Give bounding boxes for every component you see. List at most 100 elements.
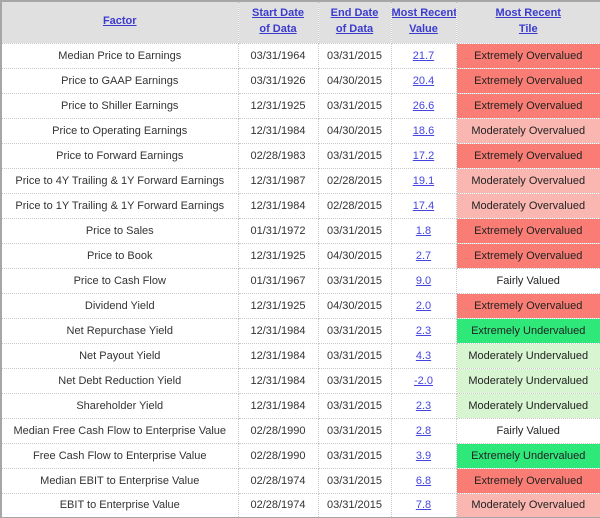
most-recent-value-cell: 19.1: [390, 167, 457, 194]
table-row: Price to Forward Earnings 02/28/1983 03/…: [0, 142, 600, 169]
table-header: Factor Start Date of Data End Date of Da…: [0, 0, 600, 44]
end-date-cell: 03/31/2015: [317, 467, 392, 494]
most-recent-tile-cell: Extremely Overvalued: [455, 42, 600, 69]
value-link[interactable]: 17.4: [412, 199, 435, 212]
most-recent-value-cell: 20.4: [390, 67, 457, 94]
most-recent-tile-cell: Moderately Undervalued: [455, 342, 600, 369]
start-date-cell: 02/28/1974: [237, 492, 319, 518]
end-date-cell: 03/31/2015: [317, 142, 392, 169]
end-date-cell: 02/28/2015: [317, 167, 392, 194]
value-link[interactable]: 9.0: [415, 274, 432, 287]
end-date-cell: 03/31/2015: [317, 342, 392, 369]
factor-cell: Median EBIT to Enterprise Value: [0, 467, 239, 494]
start-date-cell: 03/31/1926: [237, 67, 319, 94]
value-link[interactable]: 2.8: [415, 424, 432, 437]
value-link[interactable]: 2.0: [415, 299, 432, 312]
value-link[interactable]: 26.6: [412, 99, 435, 112]
factor-header-link[interactable]: Factor: [102, 15, 137, 28]
most-recent-tile-cell: Fairly Valued: [455, 417, 600, 444]
table-row: Net Debt Reduction Yield 12/31/1984 03/3…: [0, 367, 600, 394]
start-date-cell: 02/28/1983: [237, 142, 319, 169]
start-date-cell: 02/28/1990: [237, 417, 319, 444]
factor-cell: Price to Shiller Earnings: [0, 92, 239, 119]
factor-cell: Price to GAAP Earnings: [0, 67, 239, 94]
most-recent-tile-cell: Extremely Overvalued: [455, 92, 600, 119]
most-recent-value-cell: 17.4: [390, 192, 457, 219]
most-recent-value-cell: 2.8: [390, 417, 457, 444]
column-header-factor: Factor: [0, 0, 239, 44]
value-link[interactable]: 4.3: [415, 349, 432, 362]
most-recent-value-cell: 21.7: [390, 42, 457, 69]
end-date-cell: 03/31/2015: [317, 367, 392, 394]
value-link[interactable]: 18.6: [412, 124, 435, 137]
value-link[interactable]: 1.8: [415, 224, 432, 237]
factor-cell: Dividend Yield: [0, 292, 239, 319]
start-date-cell: 12/31/1984: [237, 392, 319, 419]
end-date-cell: 03/31/2015: [317, 417, 392, 444]
most-recent-value-header-link[interactable]: Most Recent Value: [391, 7, 456, 36]
most-recent-tile-cell: Extremely Overvalued: [455, 67, 600, 94]
most-recent-value-cell: 18.6: [390, 117, 457, 144]
end-date-cell: 03/31/2015: [317, 92, 392, 119]
start-date-cell: 12/31/1984: [237, 117, 319, 144]
table-row: Price to GAAP Earnings 03/31/1926 04/30/…: [0, 67, 600, 94]
table-row: Price to Cash Flow 01/31/1967 03/31/2015…: [0, 267, 600, 294]
factor-cell: Median Price to Earnings: [0, 42, 239, 69]
most-recent-tile-cell: Extremely Overvalued: [455, 217, 600, 244]
value-link[interactable]: 7.8: [415, 499, 432, 512]
table-row: Median Free Cash Flow to Enterprise Valu…: [0, 417, 600, 444]
value-link[interactable]: -2.0: [414, 374, 433, 387]
value-link[interactable]: 2.7: [415, 249, 432, 262]
column-header-most-recent-value: Most Recent Value: [390, 0, 457, 44]
most-recent-value-cell: 6.8: [390, 467, 457, 494]
table-row: Net Repurchase Yield 12/31/1984 03/31/20…: [0, 317, 600, 344]
factor-cell: Shareholder Yield: [0, 392, 239, 419]
value-link[interactable]: 2.3: [415, 324, 432, 337]
most-recent-value-cell: 1.8: [390, 217, 457, 244]
factor-cell: Free Cash Flow to Enterprise Value: [0, 442, 239, 469]
end-date-cell: 03/31/2015: [317, 267, 392, 294]
most-recent-value-cell: 7.8: [390, 492, 457, 518]
start-date-cell: 02/28/1990: [237, 442, 319, 469]
value-link[interactable]: 3.9: [415, 449, 432, 462]
end-date-cell: 04/30/2015: [317, 67, 392, 94]
table-row: Price to Sales 01/31/1972 03/31/2015 1.8…: [0, 217, 600, 244]
most-recent-tile-header-link[interactable]: Most Recent Tile: [495, 7, 561, 36]
table-row: Free Cash Flow to Enterprise Value 02/28…: [0, 442, 600, 469]
column-header-start-date: Start Date of Data: [237, 0, 319, 44]
value-link[interactable]: 6.8: [415, 474, 432, 487]
value-link[interactable]: 20.4: [412, 74, 435, 87]
most-recent-value-cell: 2.3: [390, 392, 457, 419]
start-date-header-link[interactable]: Start Date of Data: [252, 7, 304, 36]
table-row: Median Price to Earnings 03/31/1964 03/3…: [0, 42, 600, 69]
factor-cell: EBIT to Enterprise Value: [0, 492, 239, 518]
value-link[interactable]: 2.3: [415, 399, 432, 412]
table-row: EBIT to Enterprise Value 02/28/1974 03/3…: [0, 492, 600, 518]
value-link[interactable]: 17.2: [412, 149, 435, 162]
most-recent-tile-cell: Extremely Overvalued: [455, 142, 600, 169]
table-row: Shareholder Yield 12/31/1984 03/31/2015 …: [0, 392, 600, 419]
end-date-cell: 04/30/2015: [317, 242, 392, 269]
start-date-cell: 01/31/1967: [237, 267, 319, 294]
table-row: Price to 1Y Trailing & 1Y Forward Earnin…: [0, 192, 600, 219]
end-date-cell: 02/28/2015: [317, 192, 392, 219]
end-date-cell: 03/31/2015: [317, 392, 392, 419]
most-recent-tile-cell: Moderately Undervalued: [455, 367, 600, 394]
table-row: Price to 4Y Trailing & 1Y Forward Earnin…: [0, 167, 600, 194]
start-date-cell: 12/31/1984: [237, 192, 319, 219]
table-row: Net Payout Yield 12/31/1984 03/31/2015 4…: [0, 342, 600, 369]
end-date-header-link[interactable]: End Date of Data: [330, 7, 379, 36]
end-date-cell: 04/30/2015: [317, 292, 392, 319]
start-date-cell: 03/31/1964: [237, 42, 319, 69]
value-link[interactable]: 21.7: [412, 49, 435, 62]
most-recent-tile-cell: Moderately Undervalued: [455, 392, 600, 419]
most-recent-value-cell: 2.3: [390, 317, 457, 344]
table-row: Price to Operating Earnings 12/31/1984 0…: [0, 117, 600, 144]
end-date-cell: 03/31/2015: [317, 217, 392, 244]
start-date-cell: 12/31/1925: [237, 242, 319, 269]
most-recent-tile-cell: Extremely Undervalued: [455, 317, 600, 344]
value-link[interactable]: 19.1: [412, 174, 435, 187]
factor-cell: Net Debt Reduction Yield: [0, 367, 239, 394]
most-recent-tile-cell: Fairly Valued: [455, 267, 600, 294]
